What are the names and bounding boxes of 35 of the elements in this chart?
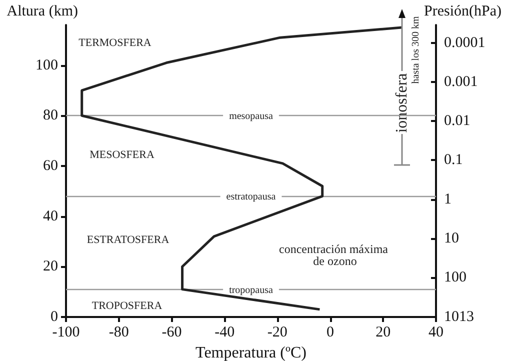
x-tick-label: -60: [162, 324, 182, 340]
y-tick-label: 20: [43, 258, 58, 275]
x-tick-label: -80: [108, 324, 129, 340]
annotation: TERMOSFERA: [78, 37, 152, 49]
y-axis-title: Altura (km): [6, 4, 78, 20]
x-tick-label: -40: [214, 324, 235, 340]
annotation: MESOSFERA: [90, 149, 154, 161]
y2-axis-title: Presión(hPa): [424, 4, 502, 20]
x-tick-label: -20: [267, 324, 288, 340]
y2-tick-label: 0.001: [444, 74, 478, 90]
y2-tick-label: 100: [444, 270, 466, 286]
y-tick-label: 60: [43, 158, 58, 174]
x-tick-label: 20: [376, 324, 391, 340]
x-tick-label: -100: [52, 324, 80, 340]
annotation: TROPOSFERA: [92, 300, 162, 312]
y2-tick-label: 0.01: [444, 113, 470, 130]
annotation: ionosfera: [394, 73, 410, 133]
annotation: hasta los 300 km: [410, 16, 422, 84]
x-tick-label: 0: [326, 324, 334, 340]
y2-tick-label: 1013: [444, 309, 474, 325]
y2-tick-label: 0.1: [444, 152, 463, 168]
annotation: ESTRATOSFERA: [86, 234, 170, 246]
y2-tick-label: 0.0001: [444, 34, 486, 51]
y-tick-label: 0: [50, 309, 58, 325]
y-tick-label: 80: [43, 108, 58, 124]
y2-tick-label: 1: [444, 191, 452, 208]
annotation: concentración máxima de ozono: [279, 242, 391, 268]
x-axis-title: Temperatura (ºC): [196, 344, 306, 361]
y-tick-label: 40: [43, 208, 58, 224]
y-tick-label: 100: [36, 57, 58, 74]
ref-line-label: estratopausa: [226, 192, 276, 203]
x-tick-label: 40: [428, 324, 444, 340]
ref-line-label: tropopausa: [229, 284, 274, 296]
y2-tick-label: 10: [444, 230, 459, 247]
ref-line-label: mesopausa: [229, 111, 274, 122]
